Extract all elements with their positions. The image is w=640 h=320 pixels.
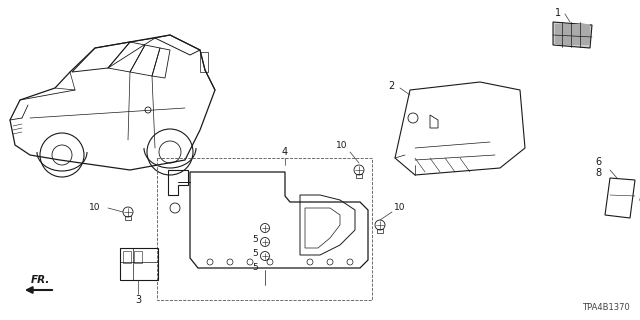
Bar xyxy=(125,216,131,220)
Text: TPA4B1370: TPA4B1370 xyxy=(582,303,630,312)
Text: 10: 10 xyxy=(336,140,348,149)
Bar xyxy=(377,229,383,233)
Text: FR.: FR. xyxy=(30,275,50,285)
Text: 10: 10 xyxy=(89,203,100,212)
Text: 8: 8 xyxy=(595,168,601,178)
Bar xyxy=(356,174,362,178)
Text: 5: 5 xyxy=(252,236,258,244)
Polygon shape xyxy=(553,22,592,48)
Bar xyxy=(134,251,142,263)
Text: 1: 1 xyxy=(555,8,561,18)
Text: 4: 4 xyxy=(282,147,288,157)
Text: 2: 2 xyxy=(388,81,394,91)
Text: 6: 6 xyxy=(595,157,601,167)
Text: 3: 3 xyxy=(135,295,141,305)
Text: 5: 5 xyxy=(252,250,258,259)
Text: 10: 10 xyxy=(394,203,406,212)
Bar xyxy=(157,158,372,300)
Text: 5: 5 xyxy=(252,263,258,273)
Bar xyxy=(120,248,158,280)
Bar xyxy=(200,52,208,72)
Bar xyxy=(555,24,590,45)
Bar xyxy=(123,251,131,263)
